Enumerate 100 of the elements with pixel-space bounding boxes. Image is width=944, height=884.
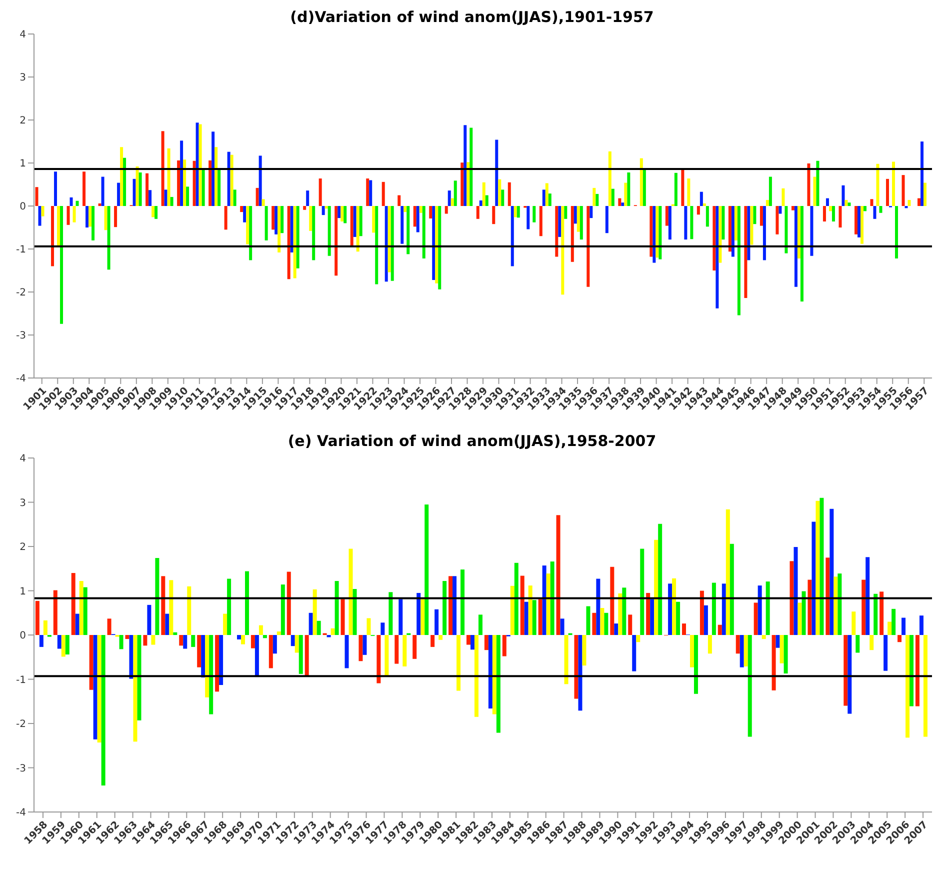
- bar: [808, 580, 812, 635]
- bar: [784, 635, 788, 674]
- bar: [344, 206, 347, 224]
- bar: [107, 206, 110, 270]
- bar: [658, 206, 662, 260]
- bar: [196, 122, 199, 206]
- bar: [844, 200, 848, 206]
- bar: [212, 132, 215, 206]
- bar: [205, 635, 210, 698]
- bar: [119, 635, 124, 650]
- bar: [278, 206, 281, 252]
- bar: [810, 206, 814, 256]
- bar: [388, 592, 393, 635]
- bar: [700, 590, 704, 635]
- bar: [280, 584, 285, 635]
- bar: [672, 578, 676, 635]
- bar: [832, 206, 835, 222]
- bar: [456, 635, 461, 691]
- bar: [148, 190, 152, 206]
- bar: [880, 592, 884, 635]
- bar: [476, 206, 480, 219]
- bar: [574, 206, 577, 224]
- bar: [870, 199, 874, 206]
- bar: [690, 635, 694, 668]
- bar: [161, 576, 166, 635]
- bar: [262, 199, 265, 206]
- bar: [227, 152, 230, 206]
- bar: [35, 600, 40, 635]
- bar: [920, 142, 924, 206]
- bar: [636, 635, 640, 642]
- bar: [330, 628, 335, 635]
- bar: [372, 206, 376, 233]
- bar: [790, 561, 794, 635]
- bar: [640, 158, 643, 206]
- bar: [716, 206, 719, 308]
- bar: [236, 635, 241, 640]
- bar: [429, 206, 432, 218]
- y-tick-label: -1: [16, 244, 26, 256]
- bar: [894, 206, 898, 258]
- y-tick-label: 4: [20, 30, 26, 41]
- bar: [438, 206, 442, 290]
- bar: [794, 206, 798, 287]
- bar: [243, 206, 246, 222]
- bar: [398, 599, 403, 635]
- bar: [866, 557, 870, 635]
- y-tick-label: -2: [16, 288, 26, 299]
- bar: [43, 620, 48, 635]
- bar: [35, 187, 38, 206]
- y-tick-label: -3: [16, 763, 26, 774]
- bar: [902, 175, 905, 206]
- bar: [54, 172, 58, 206]
- bar: [117, 182, 120, 206]
- bar: [706, 206, 709, 227]
- bar: [304, 635, 309, 676]
- bar: [838, 206, 842, 228]
- bar: [83, 587, 88, 635]
- bar: [151, 635, 156, 645]
- bar: [334, 206, 338, 276]
- bar: [72, 206, 76, 222]
- bar: [107, 618, 112, 635]
- bar: [246, 206, 250, 244]
- bar: [352, 588, 357, 635]
- bar: [879, 206, 882, 213]
- bar: [681, 170, 684, 206]
- bar: [650, 206, 653, 257]
- bar: [97, 635, 102, 743]
- bar: [718, 624, 722, 635]
- bar: [460, 162, 464, 206]
- bar: [350, 206, 354, 246]
- bar: [264, 206, 268, 240]
- bar: [828, 206, 832, 212]
- bar: [286, 572, 291, 635]
- bar: [101, 635, 106, 786]
- bar: [708, 635, 712, 654]
- bar: [776, 635, 780, 648]
- bar: [454, 180, 457, 206]
- y-tick-label: -2: [16, 719, 26, 730]
- bar: [215, 635, 220, 692]
- bar: [133, 635, 138, 742]
- bar: [179, 635, 184, 646]
- bar: [382, 182, 385, 206]
- bar: [125, 635, 130, 639]
- bar: [760, 206, 763, 226]
- bar: [624, 182, 628, 206]
- bar: [177, 160, 180, 206]
- bar: [202, 170, 205, 206]
- bar: [488, 635, 492, 708]
- bar: [390, 206, 394, 281]
- bar: [254, 635, 259, 678]
- bar: [375, 206, 378, 284]
- bar: [79, 581, 84, 635]
- bar: [51, 206, 54, 266]
- bar: [791, 206, 794, 210]
- bar: [640, 548, 644, 635]
- bar: [582, 635, 586, 666]
- bar: [82, 172, 86, 206]
- bar: [600, 608, 604, 635]
- bar: [444, 206, 448, 214]
- bar: [550, 562, 554, 635]
- bar: [233, 190, 236, 206]
